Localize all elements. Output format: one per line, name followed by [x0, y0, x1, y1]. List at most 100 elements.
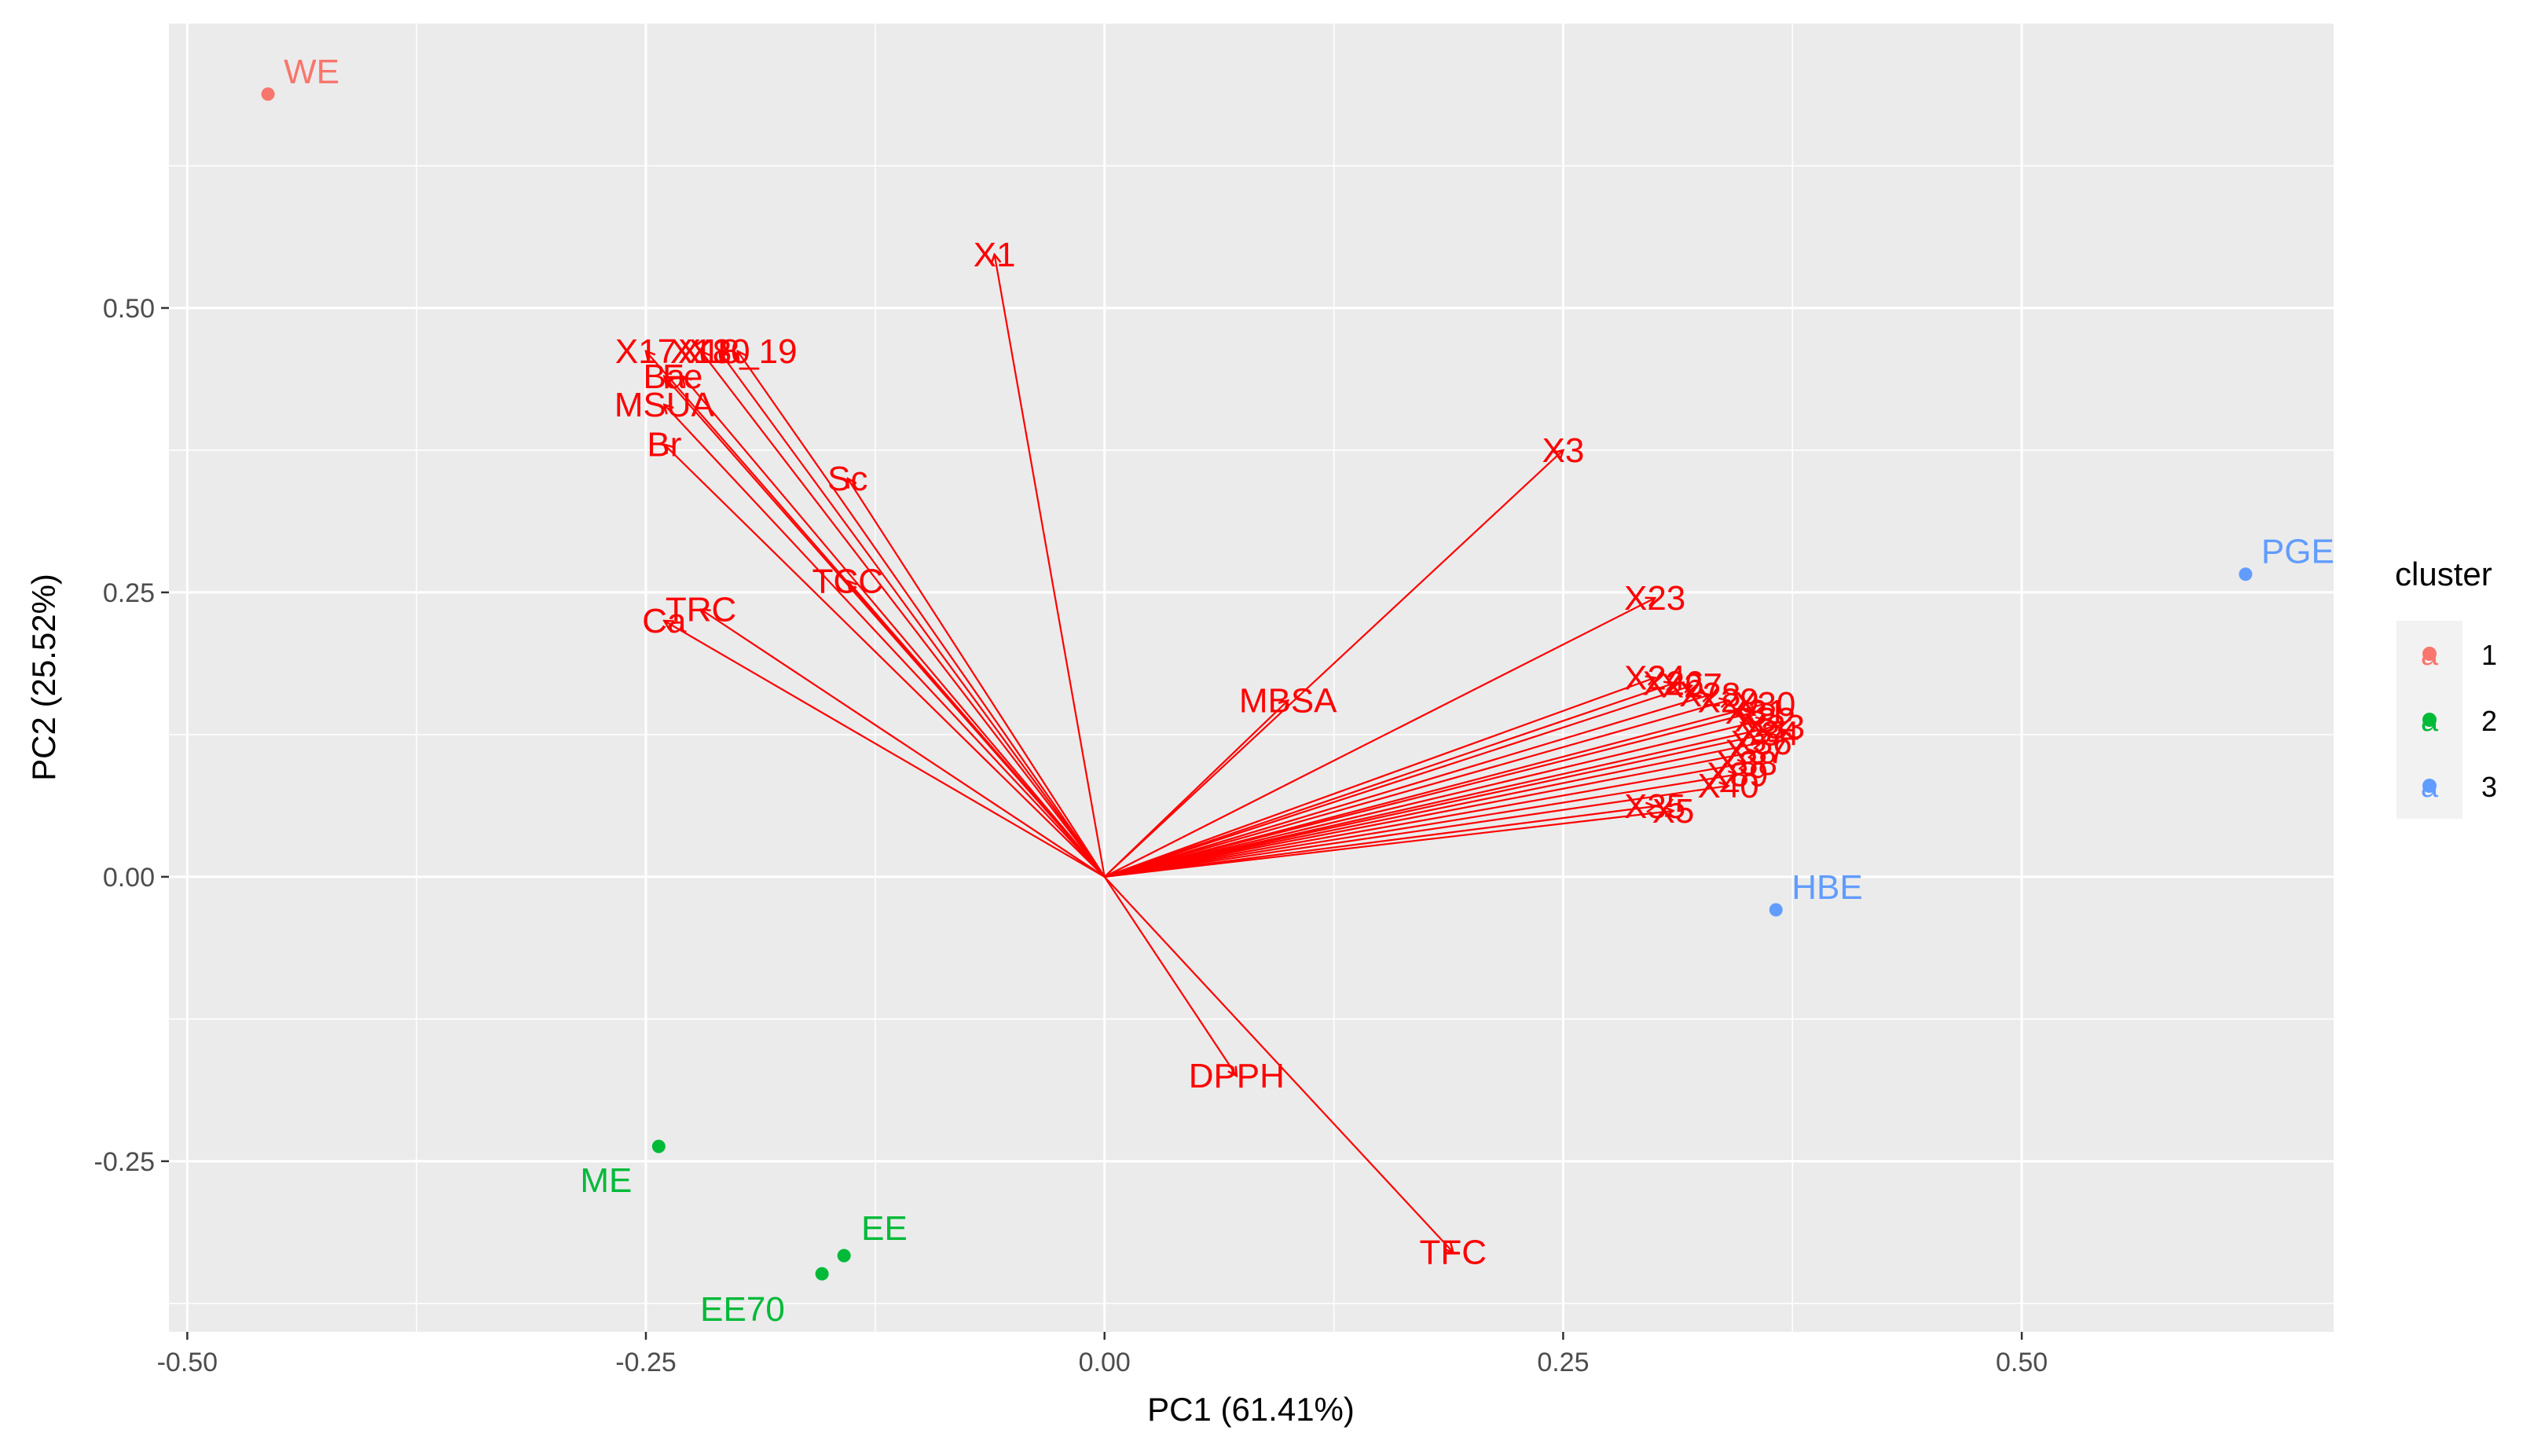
variable-label: X33: [1744, 708, 1805, 746]
observation-point: [2239, 567, 2253, 581]
loading-arrow: [848, 479, 1106, 878]
loading-arrow: [1103, 700, 1288, 878]
legend-label: 1: [2481, 639, 2497, 671]
variable-label: Ba: [643, 358, 685, 396]
variable-label: Fe: [662, 358, 702, 396]
variable-label: Sc: [827, 460, 867, 498]
legend-key-point: [2422, 713, 2437, 727]
loading-arrow: [1104, 743, 1762, 878]
variable-label: X30: [1734, 685, 1795, 724]
loading-arrow: [1104, 700, 1729, 878]
variable-label: Br: [647, 426, 681, 464]
loading-arrow: [995, 255, 1106, 878]
loading-arrow: [1103, 876, 1454, 1252]
loading-arrow: [1104, 727, 1774, 878]
observation-point: [651, 1139, 666, 1153]
y-tick-label: 0.00: [103, 863, 155, 893]
loading-arrow: [664, 405, 1106, 878]
variable-label: X35: [1624, 787, 1685, 826]
observation-point: [1769, 903, 1783, 917]
grid-major: [169, 24, 2334, 1332]
variable-label: MBSA: [1239, 681, 1337, 720]
y-tick-label: 0.25: [103, 578, 155, 608]
loading-arrow: [701, 351, 1106, 878]
loading-arrow: [701, 610, 1106, 878]
variable-label: TCC: [812, 562, 883, 600]
observation-point: [837, 1249, 851, 1263]
loading-arrow: [1104, 684, 1674, 878]
variable-label: X24: [1624, 659, 1685, 698]
legend-keys: a 1 a 2 a 3: [2396, 621, 2497, 819]
x-tick-label: 0.50: [1996, 1348, 2048, 1377]
loading-arrow: [1104, 720, 1766, 878]
y-tick-label: 0.50: [103, 294, 155, 324]
loading-arrow: [664, 445, 1106, 878]
variable-label: X10: [688, 332, 750, 371]
variable-label: X28: [1679, 676, 1740, 714]
variable-label: X40: [1697, 767, 1758, 805]
variable-label: Ca: [642, 602, 687, 640]
loading-arrow: [1104, 712, 1756, 878]
loading-arrow: [1104, 775, 1737, 878]
variable-label: X18_19: [678, 332, 798, 371]
loading-arrow: [1104, 811, 1674, 878]
loading-arrows: [646, 255, 1774, 1252]
variable-label: X27: [1661, 667, 1722, 706]
variable-label: X3: [1542, 431, 1584, 470]
observation-label: PGE: [2261, 533, 2334, 571]
variable-label: X29: [1697, 681, 1758, 720]
panel-background: [169, 24, 2334, 1332]
x-tick-label: 0.00: [1079, 1348, 1131, 1377]
loading-arrow: [719, 351, 1106, 878]
observation-label: EE: [861, 1209, 908, 1248]
variable-label: X38: [1716, 744, 1777, 783]
variable-label: X5: [1652, 792, 1695, 831]
legend-key-glyph: a: [2421, 703, 2439, 738]
variable-label: X17: [615, 332, 677, 371]
observation-point: [815, 1267, 829, 1281]
variable-label: X31: [1725, 693, 1786, 732]
loading-arrow: [1103, 876, 1237, 1076]
variable-label: X23: [1624, 579, 1685, 618]
variable-label: X32: [1734, 701, 1795, 739]
observation-labels: WE ME EE EE70 PGE HBE: [284, 53, 2334, 1329]
loading-arrow: [1104, 733, 1769, 878]
observation-point: [261, 87, 275, 101]
loading-arrow: [1104, 786, 1729, 878]
x-tick-label: -0.50: [157, 1348, 218, 1377]
legend: cluster a 1 a 2 a 3: [2395, 556, 2497, 819]
loading-arrow: [738, 351, 1106, 878]
x-tick-label: -0.25: [615, 1348, 677, 1377]
loading-arrow: [1104, 763, 1747, 878]
x-tick-label: 0.25: [1537, 1348, 1589, 1377]
legend-label: 3: [2481, 771, 2497, 803]
legend-key-point: [2422, 779, 2437, 793]
legend-key-glyph: a: [2421, 769, 2439, 804]
x-axis-ticks: -0.50 -0.25 0.00 0.25 0.50: [157, 1332, 2048, 1377]
legend-key-point: [2422, 647, 2437, 661]
observation-label: EE70: [700, 1290, 785, 1329]
observation-label: ME: [580, 1161, 632, 1200]
variable-label: DPPH: [1189, 1057, 1285, 1095]
observation-label: HBE: [1791, 868, 1862, 907]
loading-arrow: [1104, 678, 1655, 878]
loading-arrow: [1104, 598, 1655, 878]
legend-label: 2: [2481, 705, 2497, 737]
variable-label: X1: [974, 236, 1016, 274]
variable-label: X26: [1642, 665, 1703, 703]
legend-key-glyph: a: [2421, 637, 2439, 672]
loading-arrow: [1104, 686, 1692, 878]
variable-label: X37: [1725, 733, 1786, 772]
variable-label: TRC: [666, 591, 736, 629]
loading-arrow: [848, 581, 1106, 878]
y-axis-title: PC2 (25.52%): [25, 574, 62, 781]
loading-arrow: [1104, 695, 1710, 878]
variable-label: TFC: [1420, 1234, 1487, 1272]
variable-label: X34: [1738, 714, 1799, 753]
y-axis-ticks: -0.25 0.00 0.25 0.50: [94, 294, 169, 1177]
loading-arrow: [683, 376, 1106, 878]
variable-label: X18: [670, 332, 732, 371]
